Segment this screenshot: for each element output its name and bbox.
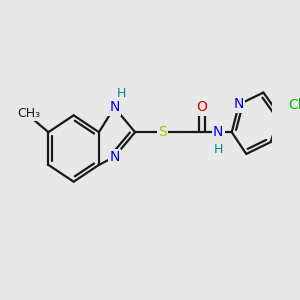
Text: H: H xyxy=(117,87,126,100)
Text: O: O xyxy=(196,100,207,114)
Text: H: H xyxy=(214,142,223,155)
Text: S: S xyxy=(158,125,167,139)
Text: N: N xyxy=(213,125,224,139)
Text: N: N xyxy=(109,100,119,114)
Text: CH₃: CH₃ xyxy=(17,107,40,120)
Text: N: N xyxy=(234,98,244,111)
Text: Cl: Cl xyxy=(288,98,300,112)
Text: N: N xyxy=(109,150,119,164)
